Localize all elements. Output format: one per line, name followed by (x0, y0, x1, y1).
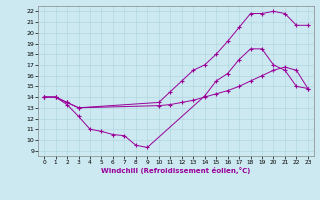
X-axis label: Windchill (Refroidissement éolien,°C): Windchill (Refroidissement éolien,°C) (101, 167, 251, 174)
